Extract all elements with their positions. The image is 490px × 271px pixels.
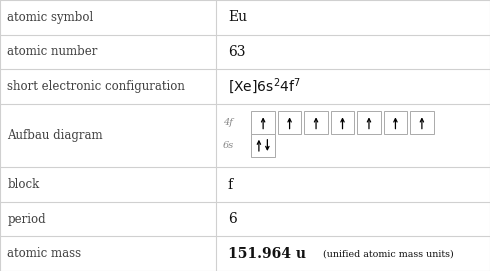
Bar bbox=[251, 134, 275, 157]
Bar bbox=[278, 111, 301, 134]
Text: (unified atomic mass units): (unified atomic mass units) bbox=[323, 249, 454, 258]
Bar bbox=[410, 111, 434, 134]
Text: $\rm [Xe]6s^24f^7$: $\rm [Xe]6s^24f^7$ bbox=[228, 76, 301, 96]
Text: atomic number: atomic number bbox=[7, 45, 98, 58]
Bar bbox=[331, 111, 354, 134]
Text: 4f: 4f bbox=[223, 118, 233, 127]
Text: atomic symbol: atomic symbol bbox=[7, 11, 94, 24]
Bar bbox=[251, 111, 275, 134]
Text: block: block bbox=[7, 178, 40, 191]
Text: short electronic configuration: short electronic configuration bbox=[7, 80, 185, 93]
Text: 6s: 6s bbox=[223, 141, 234, 150]
Text: 151.964 u: 151.964 u bbox=[228, 247, 316, 261]
Text: 63: 63 bbox=[228, 45, 245, 59]
Text: Eu: Eu bbox=[228, 10, 247, 24]
Text: f: f bbox=[228, 178, 233, 192]
Bar bbox=[384, 111, 407, 134]
Text: Aufbau diagram: Aufbau diagram bbox=[7, 129, 103, 142]
Text: 6: 6 bbox=[228, 212, 237, 226]
Bar bbox=[357, 111, 381, 134]
Bar bbox=[304, 111, 328, 134]
Text: period: period bbox=[7, 213, 46, 226]
Text: atomic mass: atomic mass bbox=[7, 247, 81, 260]
